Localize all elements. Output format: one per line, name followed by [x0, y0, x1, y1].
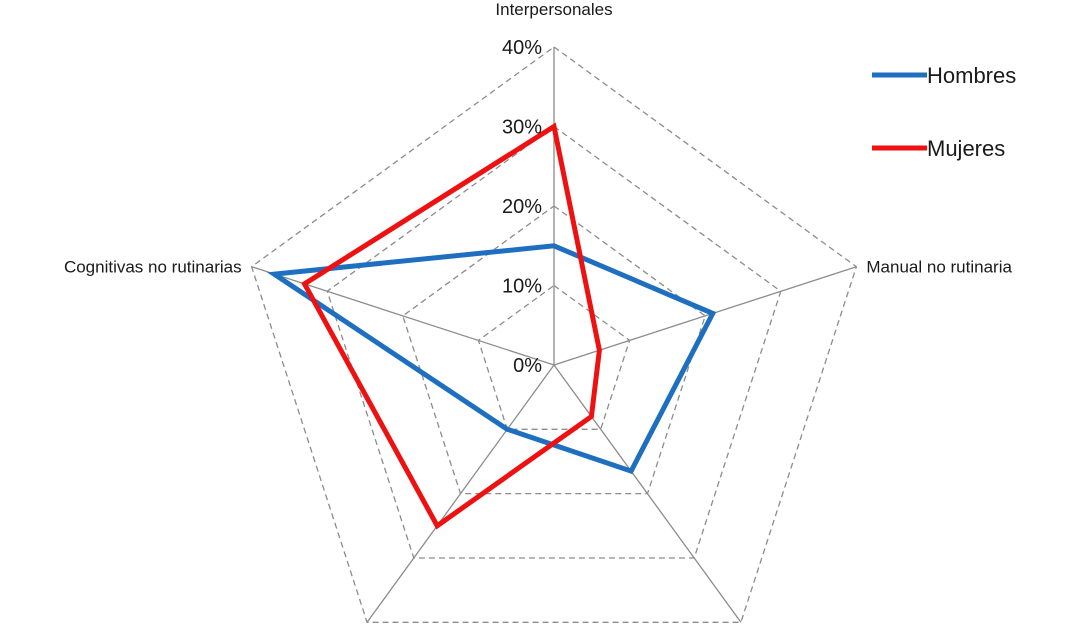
- series-line-hombres: [267, 243, 717, 475]
- grid-ring: [250, 46, 858, 623]
- legend: Hombres Mujeres: [872, 63, 1016, 161]
- tick-label: 20%: [502, 196, 542, 218]
- grid-ring: [477, 284, 631, 430]
- axis-spoke: [366, 364, 555, 623]
- series-line-mujeres: [301, 122, 602, 530]
- tick-label: 30%: [502, 117, 542, 139]
- tick-labels: 0% 10% 20% 30% 40%: [502, 37, 542, 377]
- axis-label: Interpersonales: [495, 0, 612, 19]
- axis-label: Manual no rutinaria: [866, 258, 1012, 277]
- tick-label: 40%: [502, 37, 542, 59]
- tick-label: 10%: [502, 276, 542, 298]
- axis-spoke: [553, 364, 742, 623]
- legend-label: Mujeres: [927, 136, 1005, 161]
- axis-label: Cognitivas no rutinarias: [64, 258, 242, 277]
- axis-spoke: [553, 266, 857, 366]
- series: [267, 122, 717, 530]
- tick-label: 0%: [513, 355, 542, 377]
- legend-label: Hombres: [927, 63, 1016, 88]
- axis-spokes: [251, 47, 857, 623]
- grid-ring: [326, 125, 782, 559]
